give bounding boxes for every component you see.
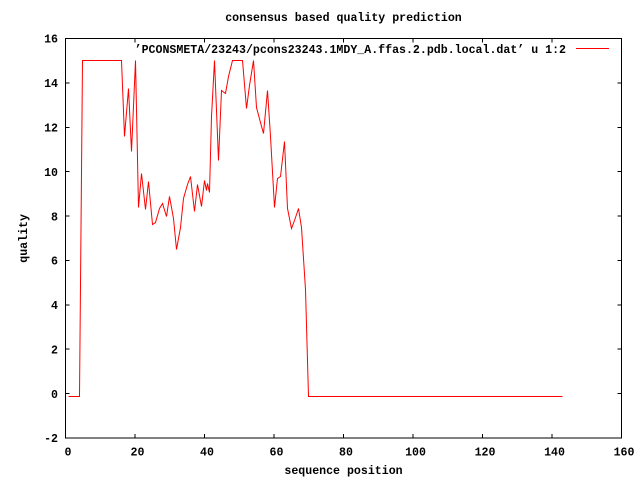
svg-text:80: 80 (339, 447, 353, 460)
svg-text:0: 0 (65, 447, 72, 460)
svg-text:-2: -2 (44, 433, 58, 446)
svg-text:100: 100 (405, 447, 426, 460)
svg-text:quality: quality (18, 214, 31, 263)
svg-text:16: 16 (44, 34, 58, 47)
svg-text:120: 120 (475, 447, 496, 460)
svg-text:14: 14 (44, 78, 58, 91)
svg-text:60: 60 (270, 447, 284, 460)
svg-text:6: 6 (51, 256, 58, 269)
svg-text:20: 20 (131, 447, 145, 460)
svg-text:140: 140 (544, 447, 565, 460)
svg-text:’PCONSMETA/23243/pcons23243.1M: ’PCONSMETA/23243/pcons23243.1MDY_A.ffas.… (135, 44, 566, 57)
svg-text:2: 2 (51, 344, 58, 357)
svg-text:sequence position: sequence position (284, 465, 402, 478)
svg-text:consensus based quality predic: consensus based quality prediction (225, 12, 462, 25)
svg-text:10: 10 (44, 167, 58, 180)
svg-text:8: 8 (51, 211, 58, 224)
svg-text:160: 160 (614, 447, 635, 460)
svg-text:0: 0 (51, 389, 58, 402)
svg-text:40: 40 (200, 447, 214, 460)
svg-text:12: 12 (44, 122, 58, 135)
svg-text:4: 4 (51, 300, 58, 313)
